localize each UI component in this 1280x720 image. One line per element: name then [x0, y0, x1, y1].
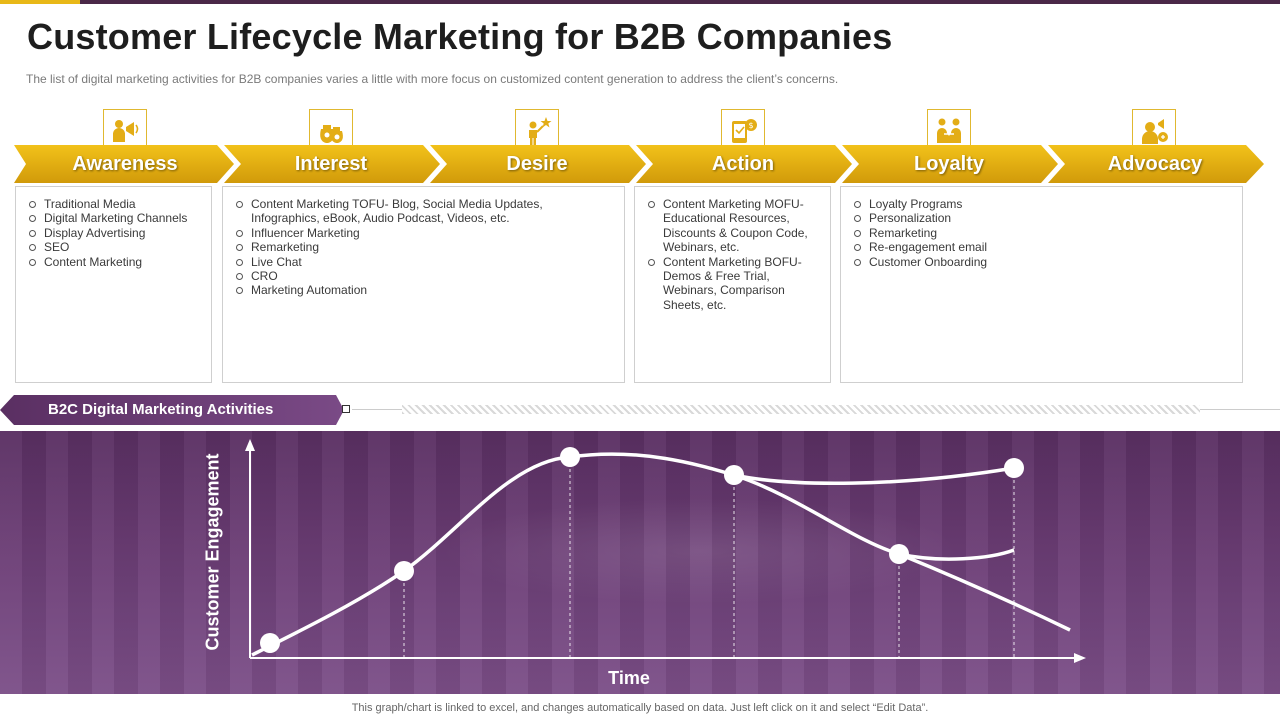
x-axis-arrow — [1074, 653, 1086, 663]
stage-marker — [560, 447, 580, 467]
list-item: Remarketing — [853, 226, 1234, 240]
stage-arrow-band — [14, 145, 1264, 183]
page-subtitle: The list of digital marketing activities… — [26, 72, 839, 86]
stage-label-awareness: Awareness — [72, 153, 178, 175]
section-header-bar — [0, 395, 344, 425]
stage-marker — [394, 561, 414, 581]
top-accent-bar — [0, 0, 1280, 4]
list-item: Content Marketing — [28, 255, 203, 269]
engagement-curve — [251, 452, 1071, 657]
connector-handle — [342, 405, 350, 413]
stage-marker — [889, 544, 909, 564]
stage-label-desire: Desire — [506, 153, 568, 175]
list-item: Influencer Marketing — [235, 226, 616, 240]
list-item: CRO — [235, 269, 616, 283]
stage-marker — [1004, 458, 1024, 478]
stage-label-interest: Interest — [294, 153, 368, 175]
activity-list: Content Marketing TOFU- Blog, Social Med… — [235, 197, 616, 298]
page-title: Customer Lifecycle Marketing for B2B Com… — [27, 16, 893, 57]
activity-box-interest: Content Marketing TOFU- Blog, Social Med… — [222, 186, 625, 383]
engagement-branch-high — [733, 466, 1015, 485]
list-item: Customer Onboarding — [853, 255, 1234, 269]
activity-box-awareness: Traditional Media Digital Marketing Chan… — [15, 186, 212, 383]
stage-label-loyalty: Loyalty — [913, 153, 985, 175]
activity-list: Loyalty Programs Personalization Remarke… — [853, 197, 1234, 269]
y-axis-arrow — [245, 439, 255, 451]
list-item: Remarketing — [235, 240, 616, 254]
x-axis-label: Time — [608, 668, 650, 688]
list-item: Content Marketing TOFU- Blog, Social Med… — [235, 197, 616, 226]
list-item: Content Marketing BOFU- Demos & Free Tri… — [647, 255, 822, 313]
section-title: B2C Digital Marketing Activities — [48, 401, 274, 418]
engagement-branch-mid — [898, 548, 1015, 561]
activity-list: Traditional Media Digital Marketing Chan… — [28, 197, 203, 269]
list-item: SEO — [28, 240, 203, 254]
engagement-curve-graph — [245, 439, 1086, 663]
svg-text:$: $ — [748, 121, 753, 130]
list-item: Loyalty Programs — [853, 197, 1234, 211]
engagement-graph-panel — [0, 431, 1280, 694]
y-axis-label: Customer Engagement — [202, 453, 223, 651]
list-item: Digital Marketing Channels — [28, 211, 203, 225]
footnote: This graph/chart is linked to excel, and… — [351, 702, 929, 714]
list-item: Traditional Media — [28, 197, 203, 211]
list-item: Content Marketing MOFU- Educational Reso… — [647, 197, 822, 255]
stage-label-action: Action — [711, 153, 775, 175]
activity-box-loyalty: Loyalty Programs Personalization Remarke… — [840, 186, 1243, 383]
activity-box-action: Content Marketing MOFU- Educational Reso… — [634, 186, 831, 383]
hatched-divider — [402, 405, 1200, 414]
list-item: Live Chat — [235, 255, 616, 269]
stage-marker — [724, 465, 744, 485]
activity-list: Content Marketing MOFU- Educational Reso… — [647, 197, 822, 312]
stage-label-advocacy: Advocacy — [1107, 153, 1203, 175]
stage-marker — [260, 633, 280, 653]
background-photo — [0, 431, 1280, 694]
list-item: Marketing Automation — [235, 283, 616, 297]
list-item: Personalization — [853, 211, 1234, 225]
list-item: Display Advertising — [28, 226, 203, 240]
list-item: Re-engagement email — [853, 240, 1234, 254]
